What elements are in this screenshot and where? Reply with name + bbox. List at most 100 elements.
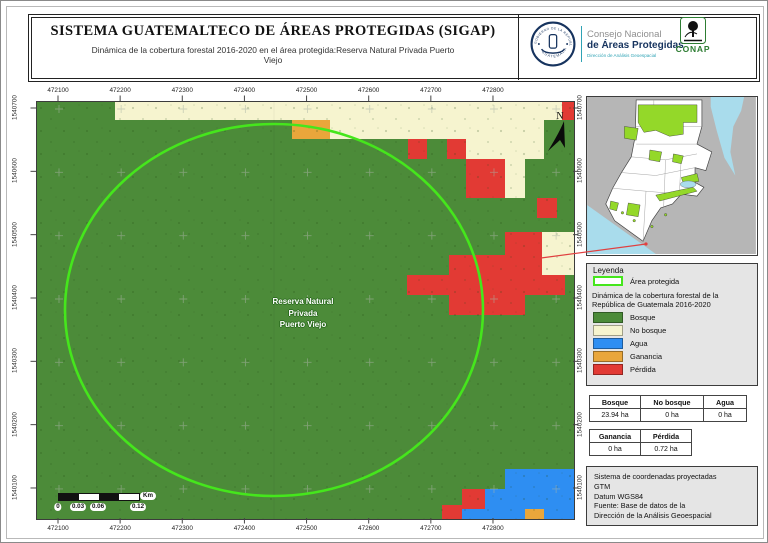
table-header-cell: Agua: [703, 395, 747, 409]
perdida-swatch: [593, 364, 623, 375]
x-tick-label: 472100: [47, 87, 69, 94]
y-tick-label: 1540200: [576, 411, 584, 437]
table-header-cell: Bosque: [589, 395, 641, 409]
page-subtitle: Dinámica de la cobertura forestal 2016-2…: [48, 45, 498, 65]
x-tick-label: 472200: [109, 525, 131, 532]
x-tick-label: 472700: [420, 87, 442, 94]
x-tick-label: 472400: [233, 87, 256, 94]
x-tick-label: 472600: [358, 87, 380, 94]
x-tick-label: 472300: [171, 525, 193, 532]
scale-bar-segment: [119, 494, 139, 500]
x-tick-label: 472500: [295, 525, 318, 532]
area-label-line: Privada: [288, 308, 318, 318]
caribbean-sea: [710, 97, 745, 176]
y-tick-label: 1540600: [576, 158, 584, 184]
y-tick-label: 1540300: [11, 348, 19, 374]
table-value-cell: 23.94 ha: [589, 408, 641, 422]
area-protegida-label: Área protegida: [630, 276, 680, 286]
scale-bar-segment: [99, 494, 119, 500]
legend-subtitle: Dinámica de la cobertura forestal de la …: [592, 291, 719, 309]
header-box: [28, 14, 760, 82]
area-protegida-swatch: [593, 276, 623, 286]
org-name-line1: Consejo Nacional: [587, 29, 662, 40]
x-tick-label: 472200: [109, 87, 131, 94]
source-text-line: Dirección de la Análisis Geoespacial: [594, 511, 712, 521]
area-label-line: Reserva Natural: [272, 297, 334, 306]
y-tick-label: 1540600: [11, 158, 19, 184]
x-tick-label: 472500: [295, 87, 318, 94]
page-title: SISTEMA GUATEMALTECO DE ÁREAS PROTEGIDAS…: [50, 23, 496, 39]
conap-logo: [680, 17, 706, 44]
source-info-box: Sistema de coordenadas proyectadas GTM Dat…: [586, 466, 758, 526]
gobierno-seal-logo: GOBIERNO DE LA REPÚBLICA GUATEMALA: [530, 21, 576, 67]
y-tick-label: 1540500: [576, 221, 584, 247]
source-text-line: GTM: [594, 481, 611, 491]
north-arrow-icon: N: [548, 111, 565, 151]
scale-bar-value: 0.12: [129, 503, 147, 511]
y-tick-label: 1540700: [576, 95, 584, 120]
x-tick-label: 472400: [233, 525, 256, 532]
scale-bar-segment: [79, 494, 99, 500]
source-text-line: Sistema de coordenadas proyectadas: [594, 472, 717, 481]
scale-bar-value: 0: [54, 503, 62, 511]
grid-crosses: [55, 105, 561, 493]
source-text: Sistema de coordenadas proyectadas GTM Dat…: [594, 472, 717, 521]
raster-texture: [37, 102, 574, 519]
scale-bar-segment: [59, 494, 79, 500]
change-table: Ganancia Pérdida 0 ha 0.72 ha: [589, 429, 692, 456]
legend-item-label: Pérdida: [630, 365, 656, 374]
statistics-tables: Bosque No bosque Agua 23.94 ha 0 ha 0 ha Gana…: [589, 395, 747, 463]
org-name-line3: Dirección de Análisis Geoespacial: [587, 53, 657, 58]
header-divider: [518, 14, 519, 80]
y-tick-label: 1540400: [11, 285, 19, 310]
legend-item-bosque: Bosque: [593, 312, 666, 323]
table-value-cell: 0 ha: [703, 408, 747, 422]
legend-item-label: Agua: [630, 339, 648, 348]
table-header-cell: Ganancia: [589, 429, 641, 443]
scale-bar-value: 0.06: [89, 503, 107, 511]
area-label-line: Puerto Viejo: [279, 320, 327, 329]
protected-area-boundary: [63, 122, 485, 498]
conap-tree-icon: [688, 21, 698, 31]
ganancia-swatch: [593, 351, 623, 362]
table-value-row: 0 ha 0.72 ha: [589, 442, 692, 456]
agua-swatch: [593, 338, 623, 349]
legend-item-label: Ganancia: [630, 352, 663, 361]
table-value-cell: 0 ha: [640, 408, 704, 422]
pacific-ocean: [587, 204, 656, 254]
protected-areas-polygons: [609, 104, 700, 228]
legend-items: Bosque No bosque Agua Ganancia Pérdida: [593, 312, 666, 377]
legend-item-nobosque: No bosque: [593, 325, 666, 336]
y-tick-label: 1540100: [576, 475, 584, 500]
lake-izabal: [680, 180, 697, 188]
subtitle-line2: Viejo: [263, 55, 283, 65]
subtitle-line1: Dinámica de la cobertura forestal 2016-2…: [91, 45, 455, 55]
logo-divider: [581, 26, 582, 62]
y-tick-label: 1540400: [576, 285, 584, 310]
org-name-line2: de Áreas Protegidas: [587, 40, 684, 51]
map-canvas: N: [37, 102, 574, 519]
y-tick-label: 1540700: [11, 95, 19, 120]
source-text-line: Datum WGS84: [594, 491, 644, 501]
protected-area-name-label: Reserva Natural Privada Puerto Viejo: [243, 296, 363, 331]
x-tick-label: 472800: [482, 525, 504, 532]
scale-bar-value: 0.03: [69, 503, 87, 511]
table-header-cell: Pérdida: [640, 429, 692, 443]
table-value-cell: 0 ha: [589, 442, 641, 456]
legend-title: Leyenda: [593, 266, 624, 275]
legend-item-perdida: Pérdida: [593, 364, 666, 375]
conap-bird-icon: [684, 31, 698, 38]
seal-laurel-icon: [540, 48, 566, 54]
y-tick-label: 1540300: [576, 348, 584, 374]
x-tick-label: 472600: [358, 525, 380, 532]
locator-inset-box: [586, 96, 758, 256]
y-tick-label: 1540100: [11, 475, 19, 500]
north-label: N: [556, 111, 563, 122]
y-tick-label: 1540500: [11, 221, 19, 247]
scale-bar-unit: Km: [140, 492, 156, 500]
table-header-row: Bosque No bosque Agua: [589, 395, 747, 409]
legend-item-label: No bosque: [630, 326, 667, 335]
legend: Leyenda Área protegida Dinámica de la co…: [586, 263, 758, 386]
scale-bar: [58, 493, 140, 501]
